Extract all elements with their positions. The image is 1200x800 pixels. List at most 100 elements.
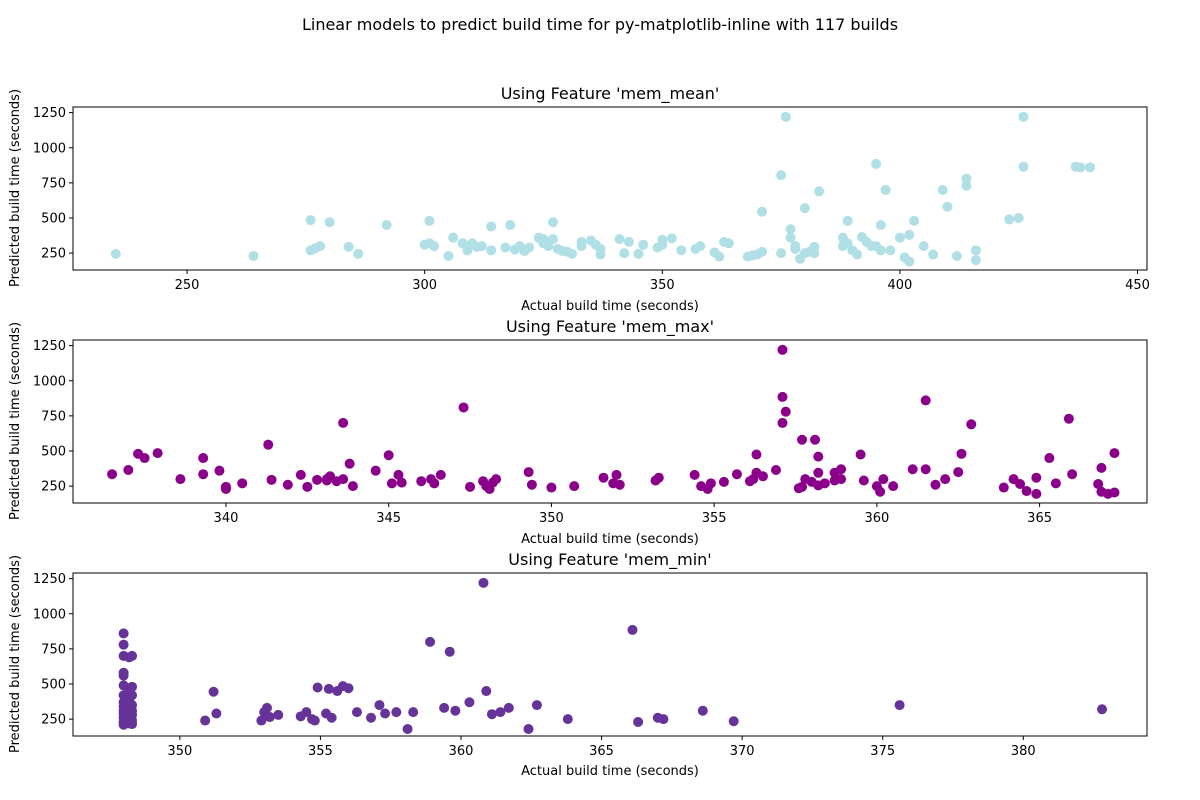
data-point [937, 184, 948, 195]
data-point [1075, 162, 1086, 173]
data-point [524, 242, 535, 253]
data-point [464, 697, 475, 708]
y-tick-label: 750 [41, 409, 66, 424]
data-point [118, 628, 129, 639]
data-point [875, 220, 886, 231]
data-point [928, 249, 939, 260]
data-point [198, 453, 209, 464]
data-point [566, 248, 577, 259]
data-point [797, 481, 808, 492]
data-point [200, 715, 211, 726]
axis-ticks: 350 355 360 365 370 375 380 250 500 750 1000 1250 [33, 572, 1036, 759]
data-point [1013, 213, 1024, 224]
data-point [871, 158, 882, 169]
data-point [1084, 162, 1095, 173]
data-point [836, 474, 847, 485]
data-point [880, 184, 891, 195]
data-point [627, 624, 638, 635]
data-point [776, 248, 787, 259]
data-point [819, 478, 830, 489]
data-point [970, 245, 981, 256]
x-tick-label: 450 [1125, 278, 1150, 293]
data-point [797, 434, 808, 445]
data-point [429, 241, 440, 252]
data-point [904, 256, 915, 267]
subplot-title: Using Feature 'mem_min' [508, 550, 711, 570]
data-point [940, 474, 951, 485]
y-tick-label: 250 [41, 480, 66, 495]
data-point [909, 215, 920, 226]
y-tick-label: 1250 [33, 339, 66, 354]
x-tick-label: 350 [650, 278, 675, 293]
data-point [107, 469, 118, 480]
subplot-mem-min: Using Feature 'mem_min' Actual build tim… [8, 550, 1148, 779]
data-point [366, 712, 377, 723]
y-axis-label: Predicted build time (seconds) [8, 322, 23, 520]
y-tick-label: 1250 [33, 106, 66, 121]
x-axis-label: Actual build time (seconds) [521, 532, 699, 547]
x-axis-label: Actual build time (seconds) [521, 299, 699, 314]
data-point [770, 464, 781, 475]
data-point [211, 708, 222, 719]
data-point [836, 464, 847, 475]
data-points [107, 344, 1120, 499]
data-point [263, 439, 274, 450]
data-point [1018, 161, 1029, 172]
data-point [448, 232, 459, 243]
plot-area-frame [72, 572, 1148, 737]
data-point [888, 481, 899, 492]
data-point [118, 639, 129, 650]
data-point [1093, 479, 1104, 490]
axis-ticks: 250 300 350 400 450 250 500 750 1000 1250 [33, 106, 1150, 293]
data-point [966, 419, 977, 430]
data-point [208, 686, 219, 697]
data-point [396, 477, 407, 488]
data-point [256, 715, 267, 726]
data-point [486, 245, 497, 256]
data-point [624, 236, 635, 247]
data-point [495, 707, 506, 718]
data-point [324, 217, 335, 228]
figure-suptitle: Linear models to predict build time for … [302, 15, 898, 34]
data-point [123, 464, 134, 475]
data-point [598, 472, 609, 483]
data-point [546, 482, 557, 493]
data-point [370, 465, 381, 476]
data-point [505, 220, 516, 231]
data-point [757, 471, 768, 482]
data-point [127, 719, 138, 730]
data-point [386, 478, 397, 489]
data-point [780, 406, 791, 417]
data-point [814, 186, 825, 197]
data-point [810, 434, 821, 445]
data-point [457, 238, 468, 249]
data-point [813, 467, 824, 478]
data-point [777, 344, 788, 355]
data-point [264, 712, 275, 723]
data-point [402, 723, 413, 734]
data-point [248, 250, 259, 261]
data-point [666, 233, 677, 244]
data-point [266, 474, 277, 485]
data-point [424, 215, 435, 226]
data-point [1097, 704, 1108, 715]
data-point [139, 453, 150, 464]
data-points [110, 111, 1095, 267]
data-point [1004, 214, 1015, 225]
data-point [425, 636, 436, 647]
data-point [757, 206, 768, 217]
y-tick-label: 500 [41, 445, 66, 460]
data-point [619, 248, 630, 259]
data-point [486, 221, 497, 232]
x-tick-label: 380 [1011, 744, 1036, 759]
data-point [198, 469, 209, 480]
data-point [408, 707, 419, 718]
data-point [614, 479, 625, 490]
y-tick-label: 1250 [33, 572, 66, 587]
data-point [380, 708, 391, 719]
plot-area-frame [72, 106, 1148, 271]
x-tick-label: 365 [589, 744, 614, 759]
x-tick-label: 350 [539, 511, 564, 526]
data-point [728, 716, 739, 727]
